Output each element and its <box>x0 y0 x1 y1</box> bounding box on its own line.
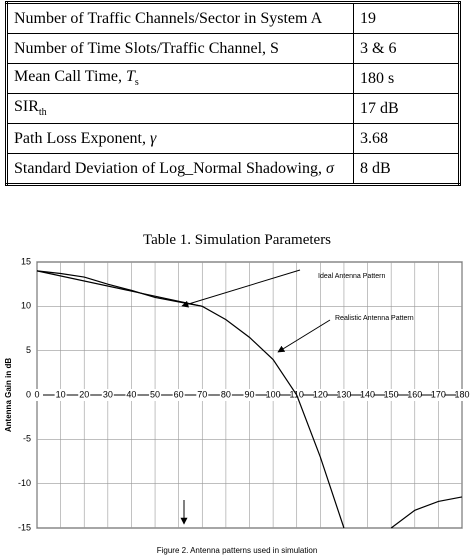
x-tick-label: 0 <box>34 389 39 399</box>
parameter-symbol: γ <box>150 129 157 147</box>
x-tick-label: 150 <box>384 389 399 399</box>
y-tick-label: -10 <box>18 478 31 488</box>
tick-label-bg <box>149 389 162 401</box>
table-caption: Table 1. Simulation Parameters <box>142 232 332 248</box>
parameter-cell: Path Loss Exponent, γ <box>6 123 354 154</box>
tick-label-bg <box>432 389 445 401</box>
tick-label-bg <box>31 389 43 401</box>
parameter-label: SIR <box>14 98 39 116</box>
tick-label-bg <box>408 389 421 401</box>
x-tick-label: 70 <box>197 389 207 399</box>
arrow <box>277 319 331 353</box>
x-tick-label: 160 <box>407 389 422 399</box>
y-tick-label: -5 <box>23 434 31 444</box>
x-tick-label: 20 <box>79 389 89 399</box>
value-cell: 19 <box>353 2 460 34</box>
x-tick-label: 90 <box>244 389 254 399</box>
annotation: Realistic Antenna Pattern <box>335 315 414 322</box>
tick-label-bg <box>172 389 185 401</box>
parameter-subscript: th <box>38 107 47 119</box>
parameter-label: Number of Traffic Channels/Sector in Sys… <box>14 9 323 27</box>
parameter-label: Path Loss Exponent, <box>14 129 150 147</box>
parameter-label: Number of Time Slots/Traffic Channel, S <box>14 39 279 57</box>
x-tick-label: 140 <box>360 389 375 399</box>
tick-label-bg <box>78 389 91 401</box>
x-tick-label: 50 <box>150 389 160 399</box>
table-row: Number of Traffic Channels/Sector in Sys… <box>6 2 460 34</box>
tick-label-bg <box>54 389 67 401</box>
y-tick-label: 10 <box>21 301 31 311</box>
x-tick-label: 120 <box>313 389 328 399</box>
x-tick-label: 40 <box>126 389 136 399</box>
y-tick-label: 5 <box>26 345 31 355</box>
data-line <box>36 270 203 307</box>
tick-label-bg <box>456 389 468 401</box>
tick-label-bg <box>196 389 209 401</box>
y-tick-label: 15 <box>21 256 31 266</box>
tick-label-bg <box>337 389 350 401</box>
tick-label-bg <box>125 389 138 401</box>
x-tick-label: 30 <box>103 389 113 399</box>
x-tick-label: 180 <box>454 389 469 399</box>
tick-label-bg <box>314 389 327 401</box>
parameter-symbol: T <box>126 68 135 86</box>
tick-label-bg <box>219 389 232 401</box>
annotation: Ideal Antenna Pattern <box>318 273 385 280</box>
data-line <box>36 270 463 529</box>
x-tick-label: 130 <box>336 389 351 399</box>
parameter-symbol: σ <box>325 159 334 177</box>
table-row: Standard Deviation of Log_Normal Shadowi… <box>6 153 460 185</box>
x-tick-label: 100 <box>266 389 281 399</box>
parameter-cell: Standard Deviation of Log_Normal Shadowi… <box>6 153 354 185</box>
y-axis-label: Antenna Gain in dB <box>4 358 13 432</box>
parameter-subscript: s <box>134 77 139 89</box>
value-cell: 8 dB <box>353 153 460 185</box>
parameter-table: Number of Traffic Channels/Sector in Sys… <box>5 1 461 186</box>
y-tick-label: 0 <box>26 389 31 399</box>
y-tick-label: -15 <box>18 522 31 532</box>
parameter-label: Mean Call Time, <box>14 68 127 86</box>
tick-label-bg <box>267 389 280 401</box>
value-cell: 180 s <box>353 63 460 94</box>
x-tick-label: 80 <box>221 389 231 399</box>
arrow <box>181 269 301 308</box>
value-cell: 3.68 <box>353 123 460 154</box>
figure-caption: Figure 2. Antenna patterns used in simul… <box>157 546 318 555</box>
tick-label-bg <box>101 389 114 401</box>
x-tick-label: 10 <box>56 389 66 399</box>
parameter-label: Standard Deviation of Log_Normal Shadowi… <box>14 159 326 177</box>
tick-label-bg <box>385 389 398 401</box>
tick-label-bg <box>361 389 374 401</box>
table-row: Path Loss Exponent, γ 3.68 <box>6 123 460 154</box>
x-tick-label: 170 <box>431 389 446 399</box>
tick-label-bg <box>243 389 256 401</box>
x-tick-label: 60 <box>174 389 184 399</box>
value-cell: 17 dB <box>353 93 460 124</box>
